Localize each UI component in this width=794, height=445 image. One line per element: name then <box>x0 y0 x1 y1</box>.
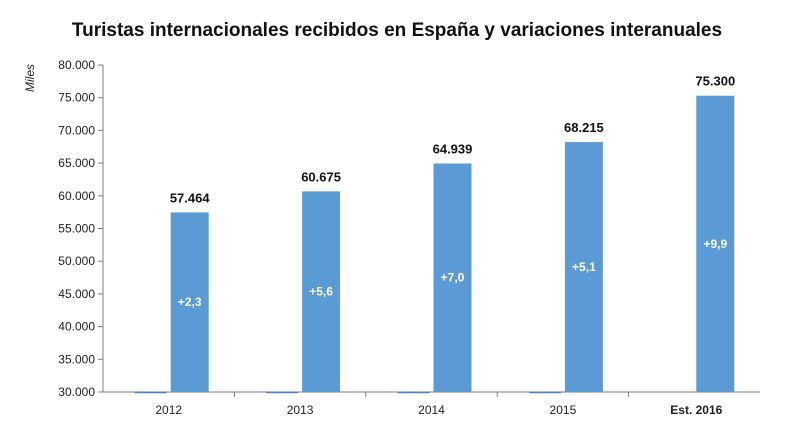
bar-value-label: 75.300 <box>695 74 735 89</box>
x-category-label: 2015 <box>550 403 577 417</box>
y-tick-label: 35.000 <box>58 352 95 366</box>
x-category-label: 2013 <box>287 403 314 417</box>
x-category-label: Est. 2016 <box>670 403 722 417</box>
y-tick-label: 50.000 <box>58 254 95 268</box>
y-tick-label: 65.000 <box>58 156 95 170</box>
y-tick-label: 45.000 <box>58 287 95 301</box>
y-axis-label: Miles <box>23 64 37 92</box>
x-category-label: 2012 <box>155 403 182 417</box>
x-category-label: 2014 <box>418 403 445 417</box>
bar <box>696 95 735 392</box>
bar-value-label: 57.464 <box>170 190 211 205</box>
bar <box>170 212 209 392</box>
bar <box>564 142 603 392</box>
bars <box>134 95 735 394</box>
bar <box>433 163 472 392</box>
bar-value-label: 68.215 <box>564 120 604 135</box>
bar-variation-label: +2,3 <box>178 295 202 309</box>
y-tick-label: 60.000 <box>58 189 95 203</box>
bar-variation-label: +9,9 <box>703 237 727 251</box>
y-tick-label: 80.000 <box>58 58 95 72</box>
bar-variation-label: +7,0 <box>441 271 465 285</box>
y-tick-label: 75.000 <box>58 91 95 105</box>
y-tick-label: 70.000 <box>58 123 95 137</box>
axes: 30.000 35.000 40.000 45.000 50.000 55.000 60.0… <box>23 58 760 399</box>
labels: 57.464 +2,3 2012 60.675 +5,6 2013 64.939 +7,0 20… <box>155 74 735 417</box>
bar-variation-label: +5,6 <box>309 285 333 299</box>
y-tick-label: 55.000 <box>58 222 95 236</box>
bar-variation-label: +5,1 <box>572 260 596 274</box>
y-tick-label: 40.000 <box>58 320 95 334</box>
bar <box>302 191 341 392</box>
chart-title: Turistas internacionales recibidos en Es… <box>71 20 723 41</box>
y-tick-label: 30.000 <box>58 385 95 399</box>
bar-value-label: 64.939 <box>433 141 473 156</box>
bar-value-label: 60.675 <box>301 169 341 184</box>
